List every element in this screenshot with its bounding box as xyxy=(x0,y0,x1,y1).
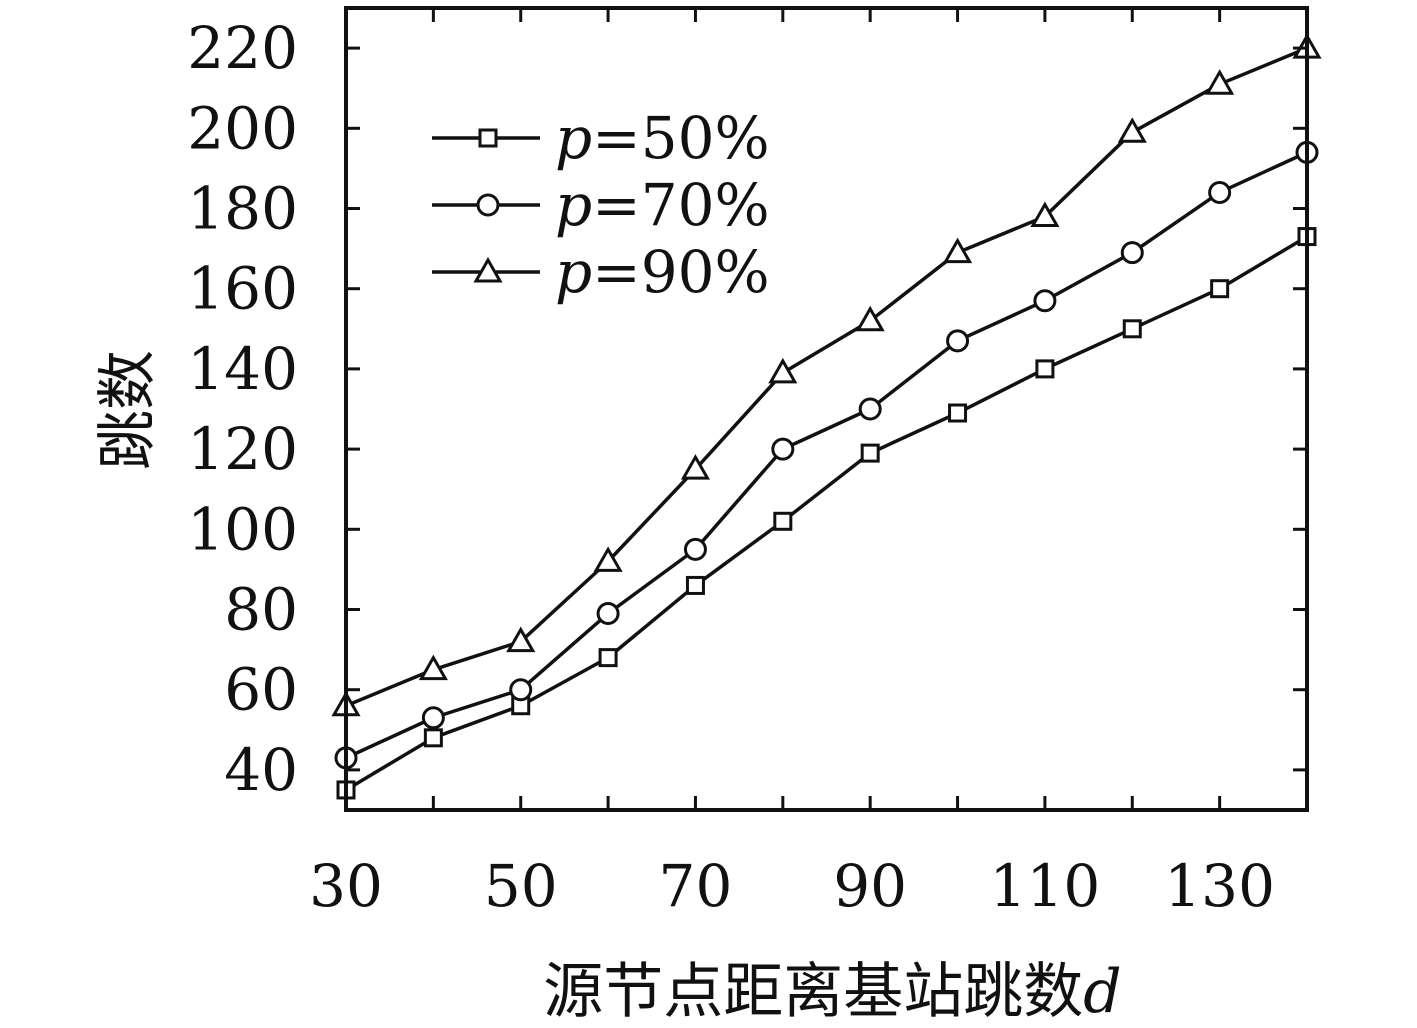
data-point-triangle xyxy=(1030,201,1060,228)
data-point-square xyxy=(1122,319,1142,339)
y-tick-label: 160 xyxy=(187,255,298,323)
x-axis-label-text: 源节点距离基站跳数 xyxy=(543,957,1083,1027)
series-line xyxy=(345,46,1308,708)
y-tick-label: 80 xyxy=(224,576,298,644)
series-square xyxy=(336,227,1317,800)
data-point-triangle xyxy=(418,654,448,681)
data-point-triangle xyxy=(942,237,973,264)
data-point-triangle xyxy=(680,454,711,480)
data-point-square xyxy=(860,443,880,463)
x-tick-label: 70 xyxy=(659,852,733,920)
data-point-square xyxy=(948,403,968,423)
series-circle xyxy=(334,140,1319,770)
data-point-circle xyxy=(509,678,533,702)
y-tick-label: 220 xyxy=(187,14,298,82)
legend-label-variable: p xyxy=(555,238,592,306)
series-line xyxy=(345,150,1308,760)
data-point-circle xyxy=(1033,289,1057,313)
legend-label-variable: p xyxy=(555,104,592,172)
data-point-triangle xyxy=(506,626,536,653)
x-tick-label: 130 xyxy=(1164,852,1275,920)
x-axis-label-variable: d xyxy=(1083,957,1121,1027)
data-point-square xyxy=(1035,359,1055,379)
data-point-square xyxy=(1210,279,1230,299)
y-tick-label: 140 xyxy=(187,335,298,403)
legend-marker-triangle xyxy=(473,256,503,283)
data-point-circle xyxy=(858,397,882,421)
y-tick-label: 100 xyxy=(187,495,298,563)
y-tick-label: 200 xyxy=(187,94,298,162)
y-tick-label: 40 xyxy=(224,736,298,804)
series-line xyxy=(345,235,1308,792)
data-point-circle xyxy=(421,706,445,730)
legend-label-value: =90% xyxy=(592,238,770,306)
x-tick-label: 110 xyxy=(990,852,1101,920)
data-point-square xyxy=(685,575,705,595)
y-tick-label: 60 xyxy=(224,656,298,724)
x-tick-label: 50 xyxy=(484,852,558,920)
data-point-circle xyxy=(771,437,795,461)
y-tick-label: 180 xyxy=(187,175,298,243)
data-point-square xyxy=(423,728,443,748)
x-tick-label: 90 xyxy=(833,852,907,920)
data-point-triangle xyxy=(1205,69,1235,95)
x-tick-label: 30 xyxy=(309,852,383,920)
legend-marker-square xyxy=(478,128,498,148)
data-point-triangle xyxy=(1117,117,1147,143)
y-axis-ticks: 40 60 80 100 120 140 160 180 200 220 xyxy=(187,14,1307,804)
data-point-triangle xyxy=(593,546,623,572)
legend-label-variable: p xyxy=(555,171,592,239)
y-tick-label: 120 xyxy=(187,415,298,483)
data-point-square xyxy=(773,511,793,531)
data-point-triangle xyxy=(768,357,798,384)
y-axis-label: 跳数 xyxy=(93,350,163,470)
x-axis-label: 源节点距离基站跳数d xyxy=(543,957,1121,1027)
data-point-circle xyxy=(596,602,620,626)
data-point-circle xyxy=(1120,241,1144,265)
data-point-circle xyxy=(683,537,707,561)
legend-label-value: =50% xyxy=(592,104,770,172)
legend-label-value: =70% xyxy=(592,171,770,239)
data-point-circle xyxy=(1208,180,1232,204)
series-layer xyxy=(331,33,1322,800)
data-point-triangle xyxy=(855,305,885,332)
legend-label: p=90% xyxy=(555,238,770,306)
legend: p=50%p=70%p=90% xyxy=(432,104,770,306)
data-point-circle xyxy=(946,329,970,353)
legend-marker-circle xyxy=(476,193,500,217)
legend-label: p=70% xyxy=(555,171,770,239)
data-point-square xyxy=(598,648,618,668)
plot-frame xyxy=(344,6,1309,812)
x-axis-ticks: 30 50 70 90 110 130 xyxy=(309,8,1309,920)
legend-label: p=50% xyxy=(555,104,770,172)
